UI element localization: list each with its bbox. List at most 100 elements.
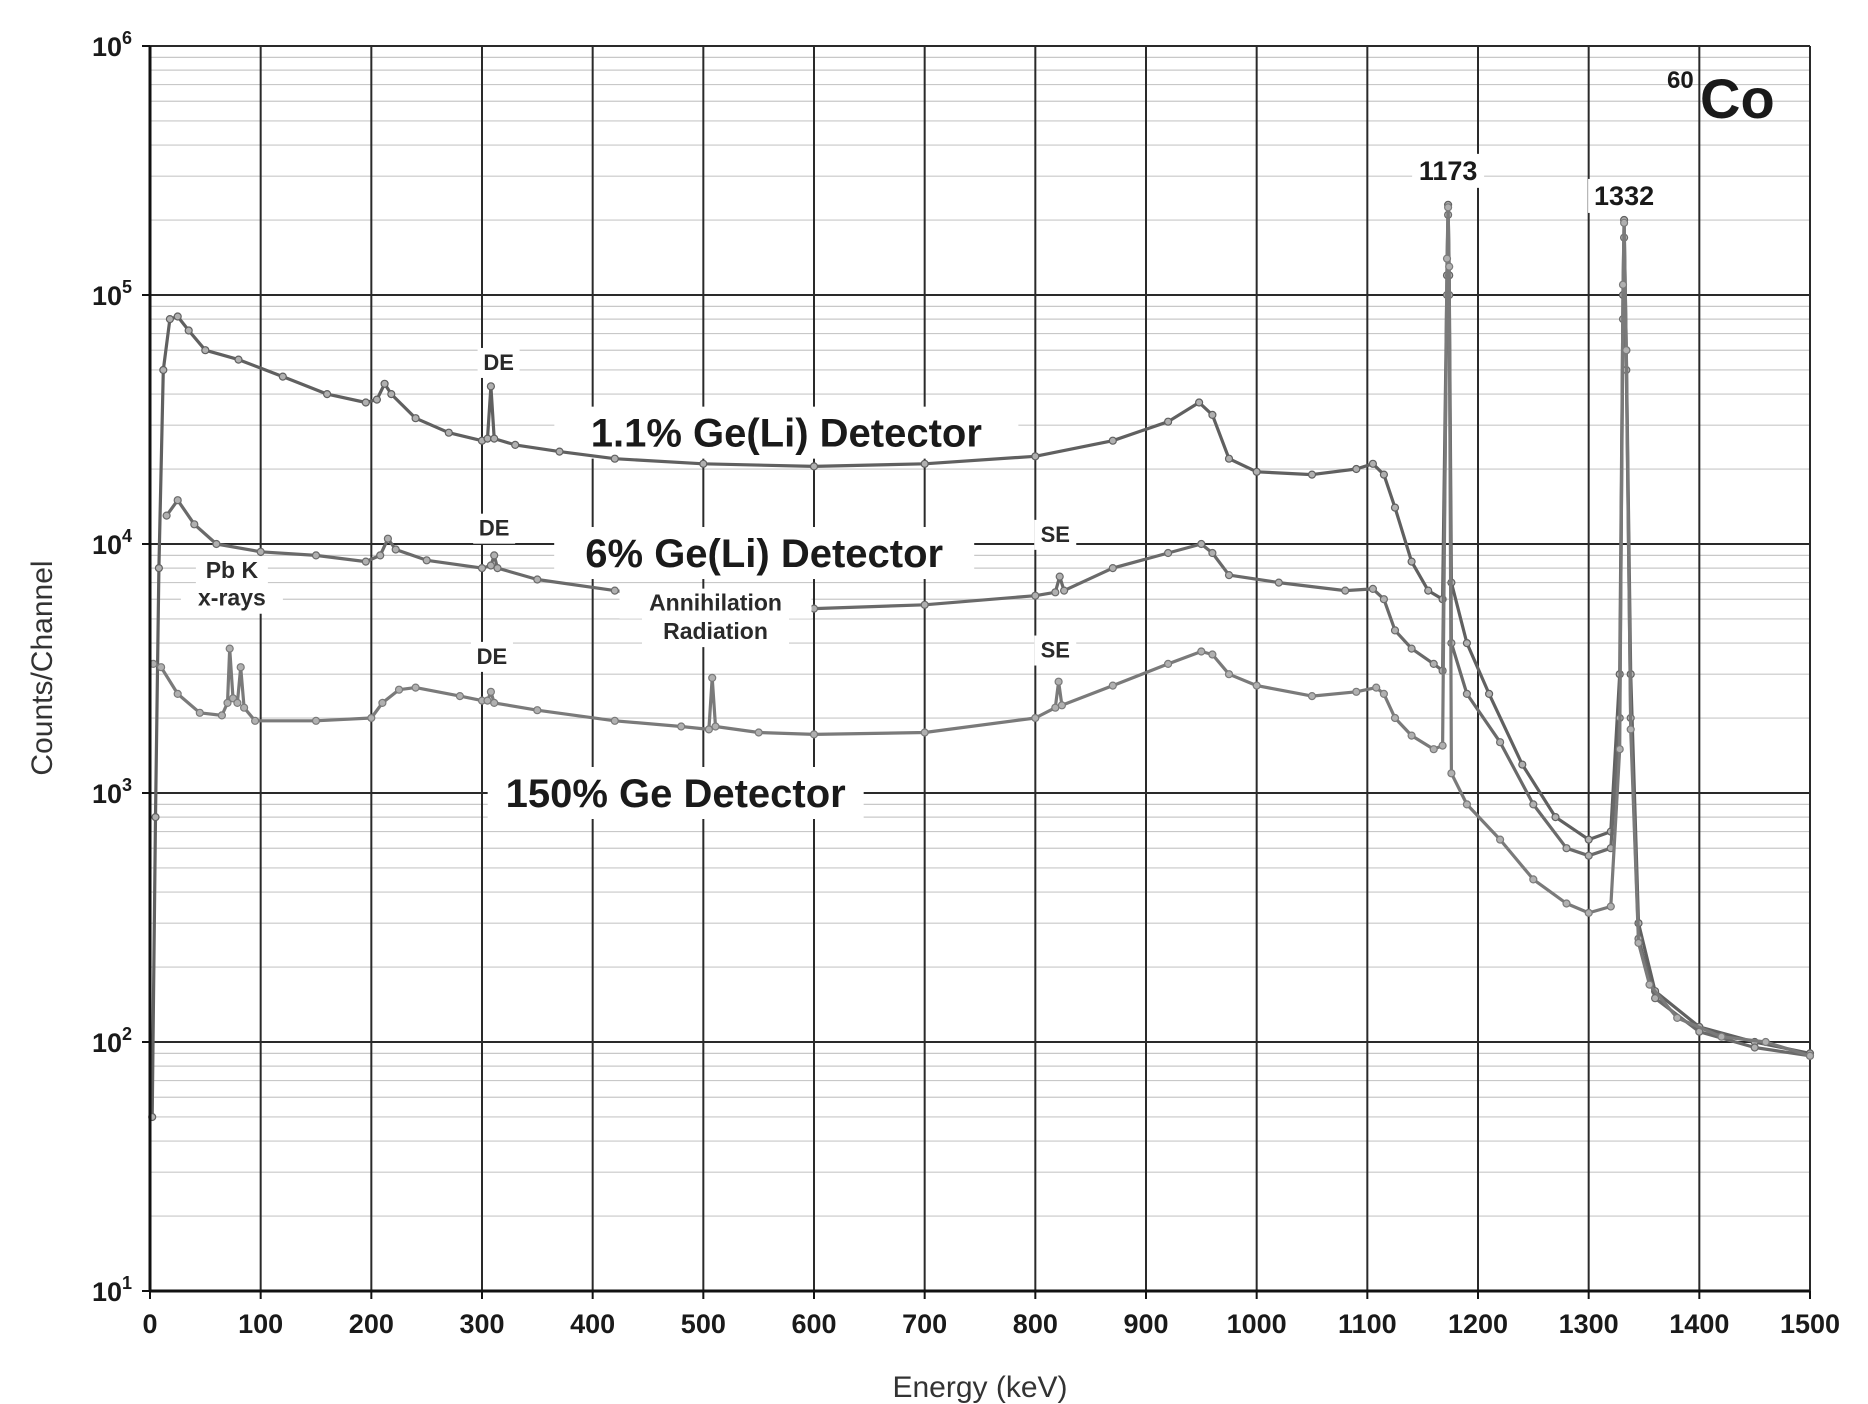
data-point — [1495, 835, 1505, 844]
data-point — [1443, 203, 1453, 212]
data-point — [1650, 994, 1660, 1003]
data-point — [1051, 703, 1060, 712]
annotation-background — [195, 556, 268, 587]
data-point — [380, 379, 389, 388]
data-point — [708, 673, 717, 683]
y-tick-label: 102 — [92, 1024, 132, 1058]
data-point — [610, 454, 619, 463]
series-labels: 1.1% Ge(Li) Detector 6% Ge(Li) Detector 15… — [506, 412, 982, 816]
annotation: SE — [1041, 522, 1070, 547]
data-point — [278, 372, 287, 381]
data-point — [483, 696, 492, 705]
data-point — [1562, 844, 1571, 853]
data-point — [1551, 812, 1560, 822]
annotation: DE — [477, 644, 508, 669]
data-point — [809, 730, 819, 739]
data-point — [361, 398, 370, 407]
data-point — [376, 551, 385, 560]
data-point — [323, 390, 332, 399]
data-point — [151, 812, 160, 822]
data-point — [1407, 644, 1416, 653]
annotation: SE — [1041, 638, 1070, 663]
data-point — [1224, 570, 1234, 580]
x-tick-label: 1200 — [1448, 1309, 1508, 1339]
data-point — [1372, 683, 1381, 692]
data-point — [411, 683, 420, 692]
data-point — [311, 551, 321, 560]
data-point — [234, 355, 243, 364]
data-point — [1390, 626, 1400, 635]
data-point — [195, 708, 204, 717]
annotation-background — [477, 347, 520, 378]
data-point — [240, 703, 249, 712]
minor-gridlines — [150, 56, 1810, 1217]
x-tick-label: 300 — [459, 1309, 504, 1339]
data-point — [1307, 470, 1317, 479]
data-point — [1495, 738, 1505, 747]
data-point — [367, 713, 376, 723]
data-point — [236, 663, 245, 672]
annotations: 1173 1332 DE DE SE DE SE Pb Kx-rays Annihilation… — [180, 153, 1661, 672]
data-point — [1054, 677, 1063, 686]
data-point — [490, 551, 499, 560]
x-tick-label: 1000 — [1227, 1309, 1287, 1339]
data-point — [201, 346, 210, 355]
annotation-background — [642, 617, 790, 648]
x-tick-label: 800 — [1013, 1309, 1058, 1339]
data-point — [1055, 572, 1064, 581]
series-label-backgrounds — [487, 406, 1019, 819]
data-point — [533, 706, 542, 715]
data-point — [610, 586, 619, 595]
x-tick-label: 1300 — [1559, 1309, 1619, 1339]
x-tick-label: 400 — [570, 1309, 615, 1339]
data-point — [490, 434, 499, 443]
y-tick-label: 101 — [92, 1273, 132, 1307]
data-point — [1584, 835, 1593, 844]
x-tick-label: 1500 — [1780, 1309, 1840, 1339]
y-tick-label: 106 — [92, 28, 132, 62]
data-point — [1224, 454, 1234, 463]
data-point — [483, 434, 492, 443]
data-point — [1379, 689, 1389, 699]
data-point — [157, 663, 166, 672]
isotope-label: 60 Co — [1667, 67, 1775, 130]
series-label-background — [487, 767, 864, 819]
x-axis-label: Energy (keV) — [892, 1371, 1067, 1404]
data-point — [1484, 689, 1494, 699]
series-line — [152, 205, 1811, 1058]
data-point — [1208, 650, 1217, 659]
data-point — [1606, 902, 1615, 911]
data-point — [1224, 670, 1234, 679]
data-point — [1584, 908, 1593, 918]
data-series — [148, 200, 1815, 1122]
series-label: 150% Ge Detector — [506, 772, 846, 816]
data-point — [1626, 725, 1635, 734]
x-tick-label: 900 — [1123, 1309, 1168, 1339]
annotation-background — [1412, 153, 1485, 188]
data-point — [383, 534, 392, 543]
x-tick-label: 600 — [791, 1309, 836, 1339]
data-point — [699, 459, 708, 468]
data-point — [1645, 980, 1654, 989]
data-point — [1529, 800, 1538, 809]
data-point — [677, 722, 686, 731]
data-point — [533, 575, 542, 584]
data-point — [1805, 1051, 1815, 1060]
data-point — [486, 382, 495, 391]
data-point — [1618, 280, 1628, 289]
data-point — [251, 716, 260, 725]
data-point — [1031, 713, 1040, 723]
data-point — [1445, 262, 1454, 271]
data-point — [477, 563, 487, 573]
data-point — [173, 312, 182, 321]
data-point — [256, 547, 265, 556]
data-point — [162, 511, 171, 520]
data-point — [387, 390, 396, 399]
data-point — [1379, 470, 1389, 479]
data-point — [444, 428, 453, 437]
data-point — [490, 698, 499, 708]
data-point — [1462, 689, 1472, 699]
data-point — [1750, 1043, 1759, 1052]
data-point — [225, 644, 234, 653]
annotation-background — [619, 588, 812, 619]
